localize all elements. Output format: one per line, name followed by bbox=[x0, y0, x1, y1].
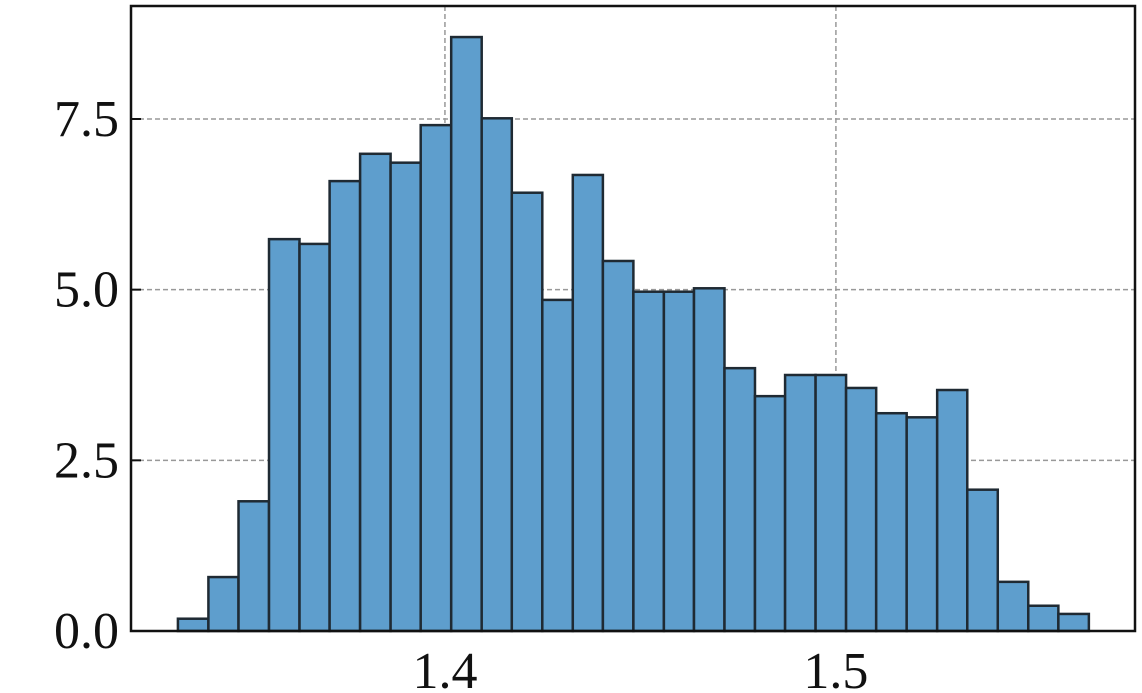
bar bbox=[996, 580, 1030, 633]
bar bbox=[571, 173, 605, 633]
bar bbox=[267, 237, 301, 633]
x-tick-label: 1.5 bbox=[803, 643, 868, 693]
bar bbox=[692, 287, 726, 633]
y-tick-label: 0.0 bbox=[54, 603, 119, 660]
bar bbox=[298, 242, 331, 633]
bar bbox=[328, 179, 362, 633]
bar bbox=[966, 488, 1000, 633]
bar bbox=[541, 298, 575, 633]
bar bbox=[632, 290, 666, 633]
bar bbox=[358, 152, 392, 633]
bar bbox=[844, 386, 878, 633]
bar bbox=[874, 411, 908, 633]
bar bbox=[207, 575, 240, 633]
bar bbox=[783, 373, 817, 633]
bar bbox=[753, 394, 787, 633]
bar bbox=[723, 366, 757, 633]
bar bbox=[449, 35, 483, 633]
y-tick-label: 5.0 bbox=[54, 262, 119, 319]
y-tick-label: 2.5 bbox=[54, 432, 119, 489]
plot-frame bbox=[129, 4, 1137, 633]
bar bbox=[601, 259, 635, 633]
y-tick-label: 7.5 bbox=[54, 91, 119, 148]
bar bbox=[510, 191, 544, 633]
bar bbox=[480, 117, 514, 633]
bar bbox=[389, 161, 422, 633]
bar bbox=[814, 373, 848, 633]
bar bbox=[237, 500, 271, 633]
bar bbox=[419, 123, 453, 633]
bar bbox=[176, 617, 210, 633]
bar bbox=[662, 290, 696, 633]
bar bbox=[1057, 612, 1091, 633]
bar bbox=[1027, 604, 1060, 633]
x-tick-label: 1.4 bbox=[412, 643, 477, 693]
bar bbox=[935, 388, 969, 633]
bar bbox=[905, 416, 939, 633]
